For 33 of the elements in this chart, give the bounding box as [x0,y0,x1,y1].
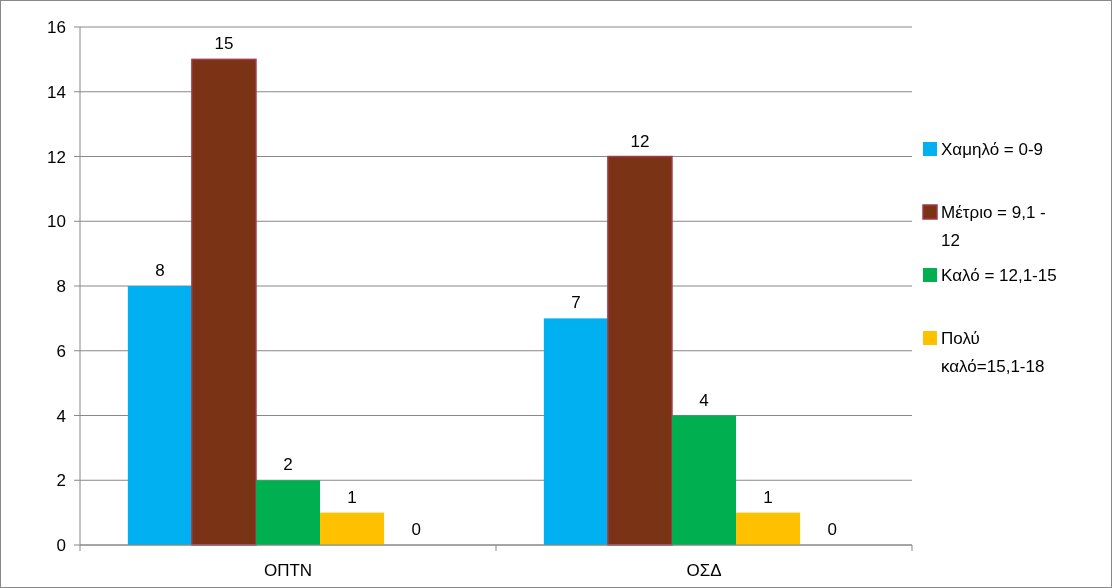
y-tick-label: 6 [56,341,66,361]
data-label: 8 [155,261,165,280]
legend-label: Καλό = 12,1-15 [941,266,1057,285]
bar [191,58,257,546]
y-tick-label: 8 [56,277,66,296]
annotation: 0 [827,520,837,539]
data-label: 1 [763,487,773,507]
data-label: 1 [347,487,357,507]
bar [255,480,321,545]
data-label: 7 [571,293,581,313]
y-tick-label: 10 [47,212,66,232]
x-tick-label: ΟΠΤΝ [263,561,313,580]
legend-label: Χαμηλό = 0-9 [941,140,1044,159]
bar [671,415,737,545]
bar [127,286,192,545]
data-label: 4 [699,390,709,410]
y-tick-label: 12 [47,147,66,167]
bar [607,155,673,546]
y-tick-label: 14 [47,82,66,102]
legend-label: Μέτριο = 9,1 - 12 [941,203,1046,250]
y-tick-label: 2 [56,471,66,491]
data-label: 15 [214,34,234,54]
data-label: 2 [283,455,293,475]
annotation: 0 [411,520,421,539]
y-tick-label: 4 [56,406,66,426]
bar [320,512,385,545]
y-tick-label: 0 [56,536,66,555]
x-tick-label: ΟΣΔ [686,561,722,580]
y-tick-label: 16 [47,18,66,37]
data-label: 12 [630,131,650,151]
bar [543,318,608,545]
bar [736,512,801,545]
legend-label: Πολύ καλό=15,1-18 [941,329,1045,376]
